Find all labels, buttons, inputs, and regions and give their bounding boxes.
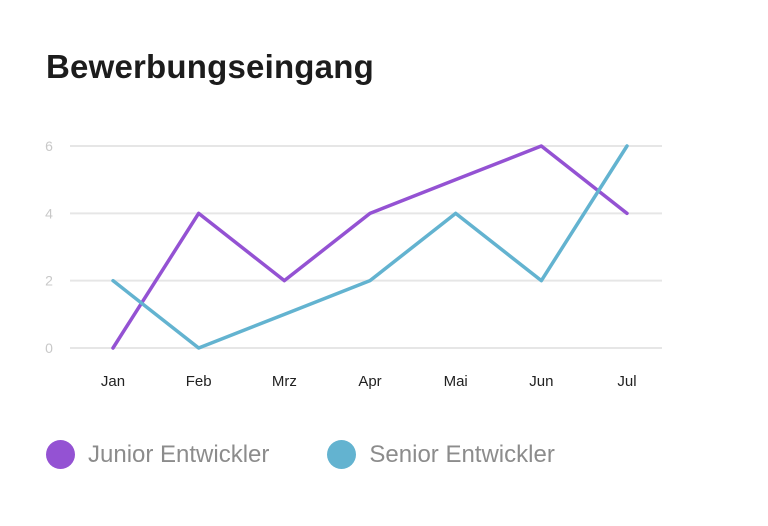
legend: Junior Entwickler Senior Entwickler	[46, 440, 613, 469]
legend-label: Junior Entwickler	[88, 440, 270, 468]
legend-swatch	[46, 440, 75, 469]
series-line-1	[111, 144, 629, 350]
series-line-0	[111, 144, 629, 350]
legend-item: Junior Entwickler	[46, 440, 269, 469]
x-tick-label: Mai	[444, 373, 468, 390]
legend-item: Senior Entwickler	[327, 440, 555, 469]
x-tick-label: Jul	[617, 373, 636, 390]
line-chart: 0 2 4 6 Jan Feb Mrz Apr Mai Jun Jul	[45, 138, 662, 390]
x-tick-label: Mrz	[272, 373, 297, 390]
x-tick-label: Jun	[529, 373, 553, 390]
x-tick-label: Feb	[186, 373, 212, 390]
y-tick-label: 6	[45, 138, 53, 154]
y-tick-label: 0	[45, 340, 53, 356]
legend-label: Senior Entwickler	[369, 440, 555, 468]
series-lines	[111, 144, 629, 350]
chart-title: Bewerbungseingang	[46, 48, 374, 85]
y-axis-ticks: 0 2 4 6	[45, 138, 53, 356]
x-tick-label: Apr	[358, 373, 381, 390]
x-axis-ticks: Jan Feb Mrz Apr Mai Jun Jul	[101, 373, 637, 390]
y-tick-label: 2	[45, 273, 53, 289]
legend-swatch	[327, 440, 357, 469]
x-tick-label: Jan	[101, 373, 125, 390]
y-tick-label: 4	[45, 205, 53, 221]
